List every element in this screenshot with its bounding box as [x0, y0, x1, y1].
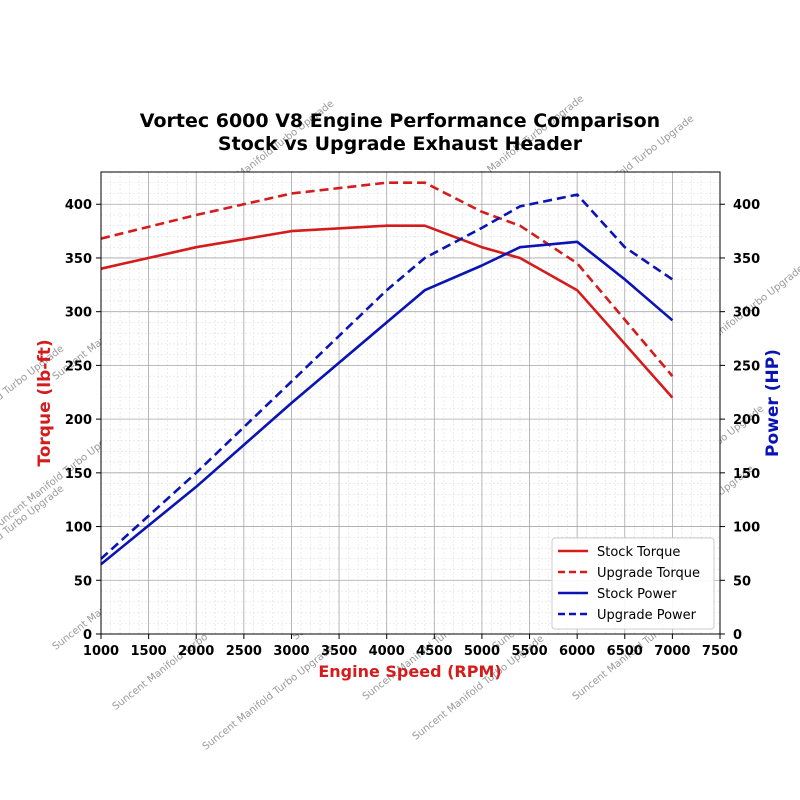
x-tick-label: 7000: [654, 644, 690, 659]
y-left-tick-label: 400: [65, 198, 92, 213]
x-tick-label: 7500: [702, 644, 738, 659]
plot-frame: [100, 171, 721, 635]
y-axis-right-ticks: 0 50 100 150 200 250 300 350 400: [720, 198, 760, 643]
legend-label: Stock Torque: [597, 545, 680, 560]
watermark-text: Suncent Manifold Turbo Upgrade: [201, 643, 337, 752]
y-left-tick-label: 300: [65, 306, 92, 321]
y-right-tick-label: 200: [733, 413, 760, 428]
x-tick-label: 1000: [83, 644, 119, 659]
x-tick-label: 5000: [464, 644, 500, 659]
series-line-upgrade-torque: [100, 181, 674, 377]
y-right-tick-label: 0: [733, 628, 742, 643]
y-left-tick-label: 0: [83, 628, 92, 643]
series-line-stock-power: [100, 240, 674, 566]
x-tick-label: 5500: [511, 644, 547, 659]
legend-label: Upgrade Power: [597, 608, 697, 623]
y-right-tick-label: 50: [733, 574, 751, 589]
x-tick-label: 3500: [321, 644, 357, 659]
y-axis-right-label: Power (HP): [763, 349, 783, 457]
y-left-tick-label: 250: [65, 359, 92, 374]
x-tick-label: 1500: [131, 644, 167, 659]
y-left-tick-label: 150: [65, 467, 92, 482]
y-left-tick-label: 100: [65, 521, 92, 536]
x-tick-label: 4500: [416, 644, 452, 659]
x-tick-label: 3000: [273, 644, 309, 659]
x-axis-label: Engine Speed (RPM): [318, 662, 501, 681]
legend-label: Upgrade Torque: [597, 566, 700, 581]
series-lines: [100, 181, 674, 566]
legend-box: [551, 537, 715, 630]
y-right-tick-label: 250: [733, 359, 760, 374]
y-left-tick-label: 50: [74, 574, 92, 589]
chart-title: Vortec 6000 V8 Engine Performance Compar…: [140, 110, 660, 132]
x-tick-label: 2500: [226, 644, 262, 659]
x-axis-ticks: 1000 1500 2000 2500 3000 3500 4000 4500 5000 5500…: [83, 634, 738, 659]
x-tick-label: 6500: [607, 644, 643, 659]
y-right-tick-label: 350: [733, 252, 760, 267]
watermark-text: Suncent Manifold Turbo Upgrade: [0, 343, 66, 452]
y-left-tick-label: 350: [65, 252, 92, 267]
y-left-tick-label: 200: [65, 413, 92, 428]
series-line-stock-torque: [100, 224, 674, 399]
chart-subtitle: Stock vs Upgrade Exhaust Header: [218, 133, 583, 155]
legend-label: Stock Power: [597, 587, 677, 602]
y-right-tick-label: 100: [733, 521, 760, 536]
y-axis-left-ticks: 0 50 100 150 200 250 300 350 400: [65, 198, 101, 643]
legend: Stock Torque Upgrade Torque Stock Power Upg…: [551, 537, 715, 630]
y-right-tick-label: 400: [733, 198, 760, 213]
x-tick-label: 6000: [559, 644, 595, 659]
y-right-tick-label: 300: [733, 306, 760, 321]
x-tick-label: 4000: [369, 644, 405, 659]
x-tick-label: 2000: [178, 644, 214, 659]
series-line-upgrade-power: [100, 193, 674, 560]
y-axis-left-label: Torque (lb-ft): [35, 339, 55, 466]
y-right-tick-label: 150: [733, 467, 760, 482]
